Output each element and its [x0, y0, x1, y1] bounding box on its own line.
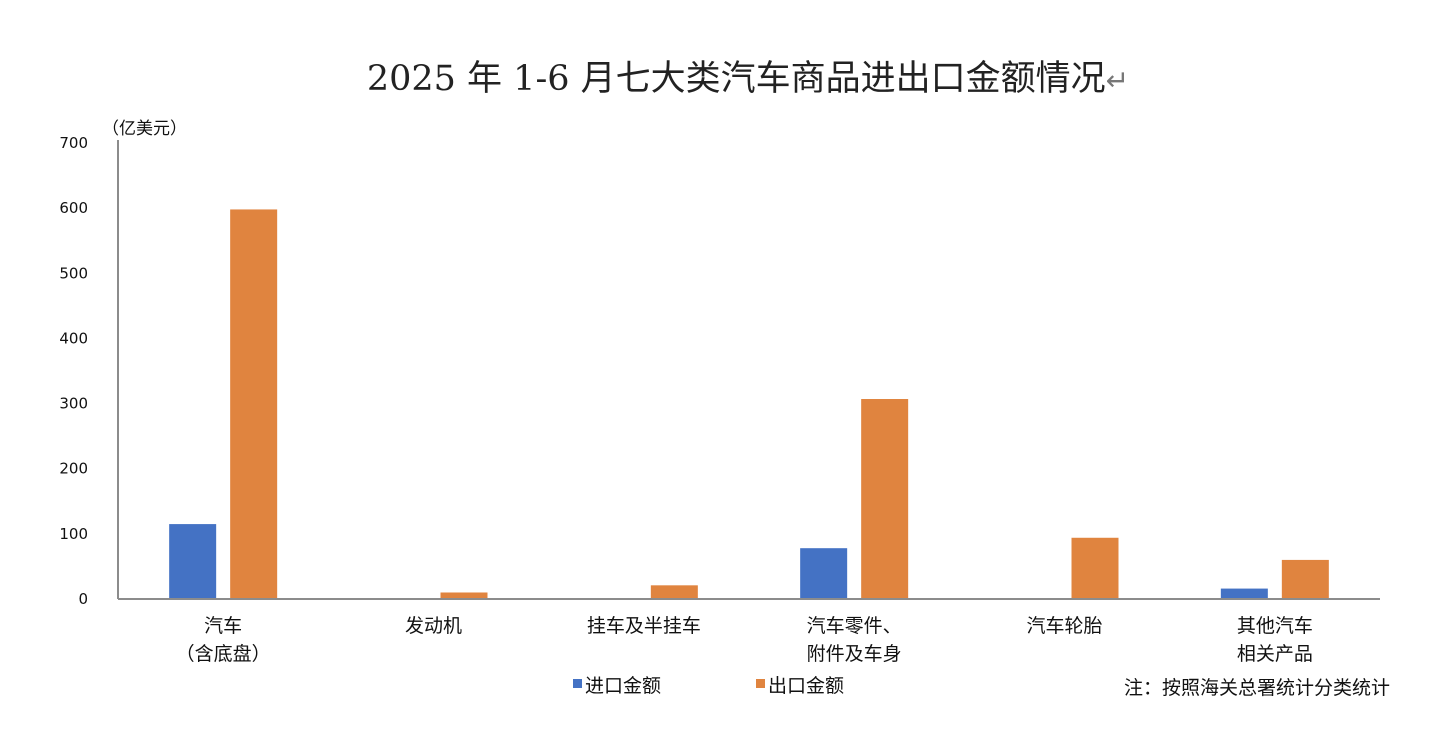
plot-area: 0 100 200 300 400 500 600 700 汽车 （含底盘） 发动机 挂车及半挂车 汽车…: [59, 134, 1380, 665]
bar-export-3: [861, 399, 909, 599]
x-category-label-line: 汽车轮胎: [1026, 615, 1102, 637]
y-tick-label: 700: [59, 134, 88, 152]
x-category-label-line: 附件及车身: [807, 643, 902, 665]
legend-label: 出口金额: [768, 675, 844, 697]
y-tick-label: 100: [59, 525, 88, 543]
y-tick-label: 400: [59, 329, 88, 347]
chart-title-text: 2025 年 1-6 月七大类汽车商品进出口金额情况: [367, 59, 1106, 99]
x-category-label: 挂车及半挂车: [587, 615, 701, 637]
y-tick-label: 600: [59, 199, 88, 217]
chart-title: 2025 年 1-6 月七大类汽车商品进出口金额情况↵: [367, 59, 1129, 99]
legend-swatch: [573, 679, 582, 688]
paragraph-mark-icon: ↵: [1106, 64, 1129, 97]
legend: 进口金额 出口金额: [573, 675, 844, 697]
x-category-label: 发动机: [405, 615, 462, 637]
legend-label: 进口金额: [585, 675, 661, 697]
bar-export-0: [230, 209, 278, 599]
x-category-label-line: 发动机: [405, 615, 462, 637]
footnote: 注：按照海关总署统计分类统计: [1124, 677, 1390, 699]
bar-export-1: [440, 592, 488, 599]
bar-export-2: [650, 585, 698, 599]
y-axis-unit-label: （亿美元）: [102, 119, 187, 139]
x-category-label-line: 挂车及半挂车: [587, 615, 701, 637]
x-category-label-line: （含底盘）: [176, 643, 271, 665]
x-category-label: 汽车零件、附件及车身: [807, 615, 902, 665]
legend-swatch: [756, 679, 765, 688]
x-category-label: 其他汽车相关产品: [1237, 615, 1313, 665]
x-category-label-line: 汽车: [204, 615, 242, 637]
bar-import-3: [800, 548, 848, 599]
y-tick-label: 500: [59, 264, 88, 282]
x-category-label-line: 其他汽车: [1237, 615, 1313, 637]
bar-import-5: [1220, 588, 1268, 599]
x-category-label: 汽车轮胎: [1026, 615, 1102, 637]
bar-export-4: [1071, 537, 1119, 599]
x-category-label-line: 相关产品: [1237, 643, 1313, 665]
bar-export-5: [1281, 559, 1329, 599]
bar-import-0: [169, 524, 217, 599]
y-tick-label: 0: [78, 590, 88, 608]
y-tick-label: 300: [59, 395, 88, 413]
y-tick-label: 200: [59, 460, 88, 478]
x-category-label-line: 汽车零件、: [807, 615, 902, 637]
x-category-label: 汽车 （含底盘）: [176, 615, 271, 665]
